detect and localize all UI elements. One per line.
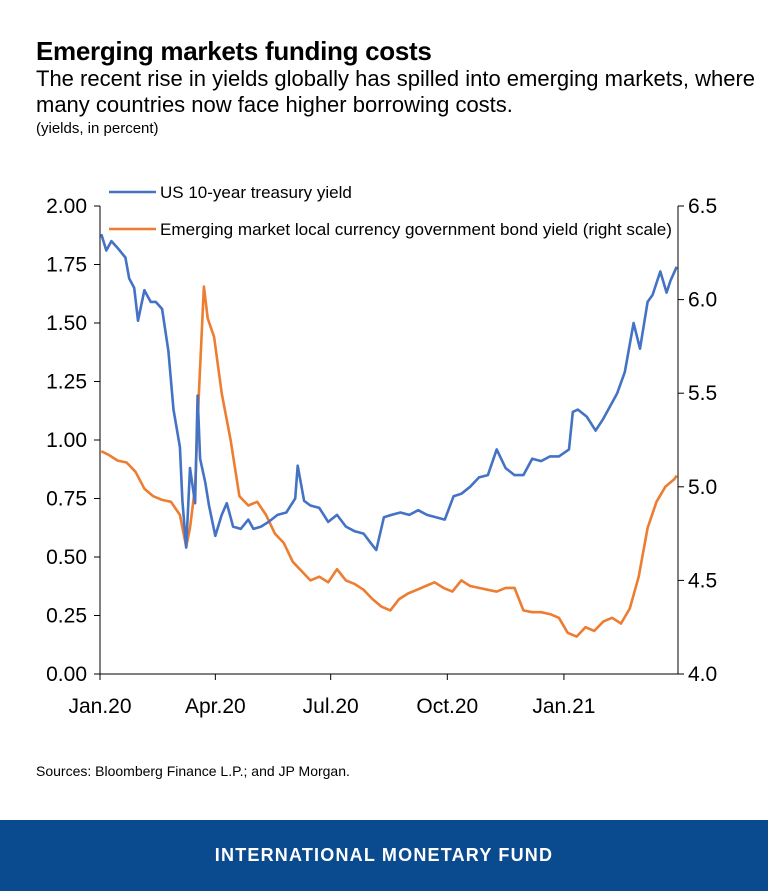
x-tick-label: Jan.21	[532, 695, 595, 718]
left-y-tick-label: 2.00	[46, 195, 87, 218]
left-y-tick-label: 0.75	[46, 488, 87, 511]
left-y-tick-label: 1.00	[46, 429, 87, 452]
chart-title: Emerging markets funding costs	[36, 36, 432, 66]
line-chart: 0.00 0.25 0.50 0.75 1.00 1.25 1.50 1.75 2.00 4.0 4…	[46, 183, 717, 718]
right-y-tick-label: 6.0	[688, 289, 717, 312]
footer-org-name: INTERNATIONAL MONETARY FUND	[214, 845, 554, 865]
source-note: Sources: Bloomberg Finance L.P.; and JP …	[36, 763, 350, 779]
chart-subtitle: The recent rise in yields globally has s…	[36, 66, 756, 117]
x-tick-label: Jul.20	[303, 695, 359, 718]
right-y-tick-label: 5.0	[688, 476, 717, 499]
right-y-tick-label: 6.5	[688, 195, 717, 218]
us-10-year-yield-line	[100, 233, 678, 552]
em-bond-yield-line	[100, 285, 678, 638]
right-y-tick-label: 4.0	[688, 663, 717, 686]
footer-bar: INTERNATIONAL MONETARY FUND	[0, 820, 768, 891]
units-note: (yields, in percent)	[36, 120, 159, 137]
x-tick-label: Jan.20	[68, 695, 131, 718]
left-y-tick-label: 0.50	[46, 546, 87, 569]
left-y-tick-label: 1.50	[46, 312, 87, 335]
left-y-tick-label: 0.00	[46, 663, 87, 686]
x-tick-label: Apr.20	[185, 695, 246, 718]
x-tick-label: Oct.20	[416, 695, 478, 718]
right-y-tick-label: 5.5	[688, 382, 717, 405]
legend-label: US 10-year treasury yield	[160, 183, 352, 202]
left-y-tick-label: 1.25	[46, 371, 87, 394]
left-y-tick-label: 0.25	[46, 605, 87, 628]
left-y-tick-label: 1.75	[46, 254, 87, 277]
right-y-tick-label: 4.5	[688, 569, 717, 592]
legend-label: Emerging market local currency governmen…	[160, 220, 672, 239]
